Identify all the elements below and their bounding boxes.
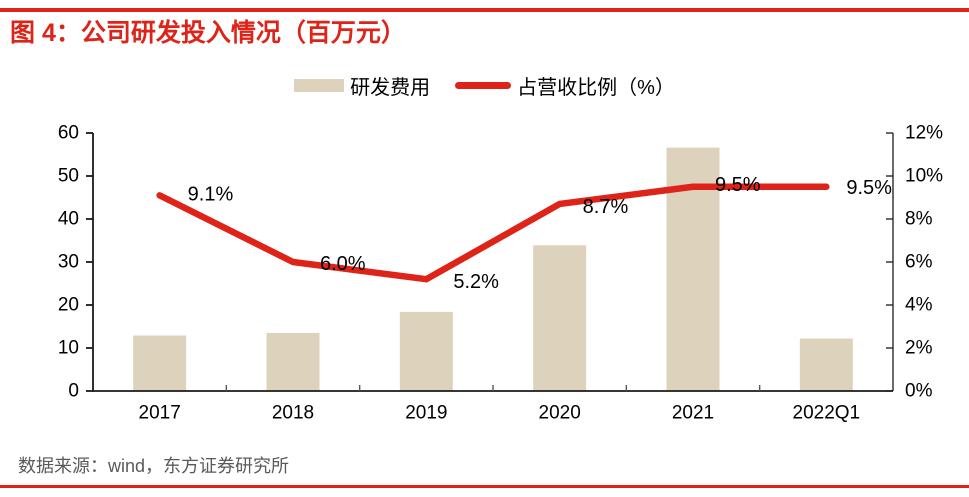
figure-title: 图 4：公司研发投入情况（百万元） [10,19,406,47]
line-swatch-icon [455,82,512,89]
revenue-ratio-line [156,183,830,283]
bar-2018 [266,332,320,391]
line-data-label: 9.1% [188,183,234,205]
top-rule [0,8,969,12]
bar-2022Q1 [799,338,853,391]
x-axis-label: 2019 [405,403,447,424]
right-axis-label: 8% [905,209,933,230]
line-data-label: 6.0% [320,253,366,275]
bar-swatch-icon [294,79,345,92]
x-axis-label: 2018 [272,403,314,424]
bar-2020 [533,245,587,391]
x-axis-label: 2017 [139,403,181,424]
line-data-label: 9.5% [715,174,761,196]
right-axis-label: 0% [905,381,933,402]
x-axis-label: 2020 [539,403,581,424]
left-axis-label: 50 [58,166,79,187]
left-axis-label: 10 [58,338,79,359]
data-source: 数据来源：wind，东方证券研究所 [18,456,290,476]
right-axis-label: 12% [905,123,943,144]
left-axis-label: 30 [58,252,79,273]
left-axis-label: 0 [68,381,79,402]
bottom-rule [0,485,969,488]
bar-2019 [399,311,453,391]
line-data-label: 5.2% [453,271,499,293]
right-axis-label: 6% [905,252,933,273]
legend-label-revenue-ratio: 占营收比例（%） [517,77,675,99]
legend-item-revenue-ratio: 占营收比例（%） [455,71,675,100]
legend-label-rd-expense: 研发费用 [350,77,431,99]
legend-item-rd-expense: 研发费用 [294,71,430,100]
left-axis-label: 40 [58,209,79,230]
right-axis-label: 2% [905,338,933,359]
left-axis-label: 60 [58,123,79,144]
left-axis-label: 20 [58,295,79,316]
right-axis-label: 10% [905,166,943,187]
chart-legend: 研发费用 占营收比例（%） [0,71,969,100]
bar-2017 [133,335,187,391]
line-data-label: 8.7% [583,196,629,218]
right-axis-label: 4% [905,295,933,316]
x-axis-label: 2022Q1 [793,403,861,424]
line-data-label: 9.5% [846,177,892,199]
x-axis-label: 2021 [672,403,714,424]
